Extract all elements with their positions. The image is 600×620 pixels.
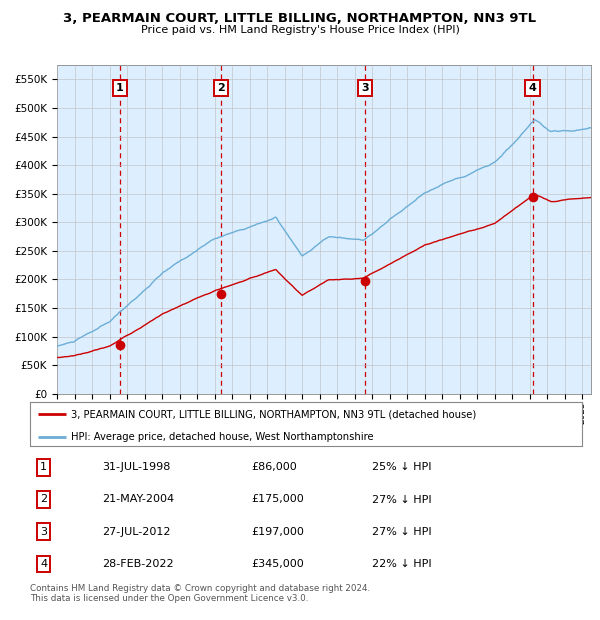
Text: 28-FEB-2022: 28-FEB-2022 [102, 559, 173, 569]
Text: 3, PEARMAIN COURT, LITTLE BILLING, NORTHAMPTON, NN3 9TL (detached house): 3, PEARMAIN COURT, LITTLE BILLING, NORTH… [71, 409, 476, 419]
Text: 27% ↓ HPI: 27% ↓ HPI [372, 526, 432, 536]
Text: 1: 1 [40, 463, 47, 472]
Text: 3: 3 [361, 83, 368, 93]
Text: 3: 3 [40, 526, 47, 536]
Text: 4: 4 [529, 83, 536, 93]
Text: 22% ↓ HPI: 22% ↓ HPI [372, 559, 432, 569]
Text: £345,000: £345,000 [251, 559, 304, 569]
Text: 25% ↓ HPI: 25% ↓ HPI [372, 463, 432, 472]
Text: 2: 2 [40, 495, 47, 505]
Text: 4: 4 [40, 559, 47, 569]
Text: 31-JUL-1998: 31-JUL-1998 [102, 463, 170, 472]
Text: 27% ↓ HPI: 27% ↓ HPI [372, 495, 432, 505]
Text: £86,000: £86,000 [251, 463, 296, 472]
Text: 1: 1 [116, 83, 124, 93]
Text: 2: 2 [217, 83, 225, 93]
Text: 27-JUL-2012: 27-JUL-2012 [102, 526, 170, 536]
Text: £175,000: £175,000 [251, 495, 304, 505]
Text: 21-MAY-2004: 21-MAY-2004 [102, 495, 174, 505]
Text: £197,000: £197,000 [251, 526, 304, 536]
Text: HPI: Average price, detached house, West Northamptonshire: HPI: Average price, detached house, West… [71, 432, 374, 441]
Text: 3, PEARMAIN COURT, LITTLE BILLING, NORTHAMPTON, NN3 9TL: 3, PEARMAIN COURT, LITTLE BILLING, NORTH… [64, 12, 536, 25]
Text: Price paid vs. HM Land Registry's House Price Index (HPI): Price paid vs. HM Land Registry's House … [140, 25, 460, 35]
Text: Contains HM Land Registry data © Crown copyright and database right 2024.
This d: Contains HM Land Registry data © Crown c… [30, 584, 370, 603]
